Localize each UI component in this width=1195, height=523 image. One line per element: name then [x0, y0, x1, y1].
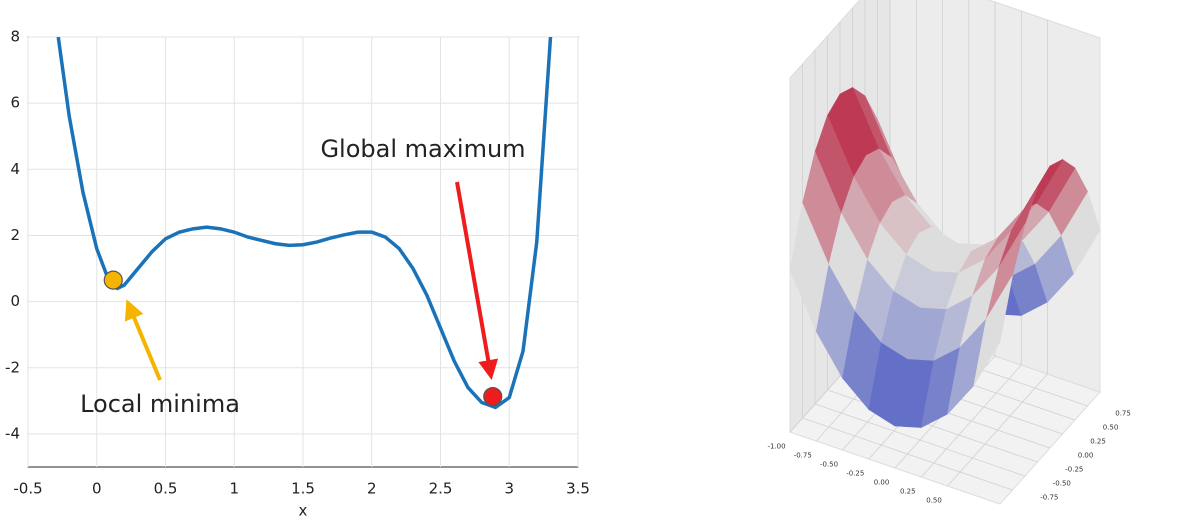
annotation-arrow: [124, 299, 162, 381]
surface-patch: [973, 275, 1013, 386]
x-tick-label: -0.50: [820, 460, 838, 468]
x-tick-label: 1: [229, 480, 239, 498]
curve: [56, 37, 553, 410]
x-tick-label: 3.5: [566, 480, 590, 498]
y-tick-label: -2: [5, 358, 20, 376]
annotation: Global maximum: [320, 135, 525, 163]
y-tick-label: -0.75: [1040, 493, 1058, 501]
y-tick-label: 0.75: [1115, 409, 1131, 417]
y-tick-label: 0: [10, 292, 20, 310]
y-tick-label: 2: [10, 226, 20, 244]
marker-point: [483, 386, 503, 407]
x-tick-label: 0.50: [926, 496, 942, 504]
grid-line: [802, 64, 1013, 491]
grid-line: [947, 20, 1048, 487]
x-tick-label: -0.75: [794, 451, 812, 459]
marker-point: [103, 270, 123, 290]
grid-line: [894, 2, 996, 469]
x-tick-label: -1.00: [767, 442, 785, 450]
x-tick-label: 0.25: [900, 487, 916, 495]
x-tick-label: -0.25: [846, 469, 864, 477]
x-tick-label: 2.5: [429, 480, 453, 498]
plot-area: [56, 37, 553, 410]
x-tick-label: 3: [504, 480, 514, 498]
y-tick-label: 0.25: [1090, 437, 1106, 445]
x-tick-label: 2: [367, 480, 377, 498]
y-tick-label: -0.25: [1065, 465, 1083, 473]
y-tick-label: -0.50: [1053, 479, 1071, 487]
x-tick-label: -0.5: [13, 480, 42, 498]
grid-line: [921, 11, 1022, 478]
y-tick-label: 0.00: [1078, 451, 1094, 459]
annotation: Local minima: [80, 390, 240, 418]
x-tick-label: 0.00: [874, 478, 890, 486]
annotation-arrow: [455, 181, 499, 380]
y-tick-label: 0.50: [1103, 423, 1119, 431]
y-tick-label: -4: [5, 424, 20, 442]
x-tick-label: 0: [92, 480, 102, 498]
y-tick-label: 6: [10, 94, 20, 112]
x-axis-label: x: [299, 502, 308, 520]
x-tick-label: 1.5: [291, 480, 315, 498]
y-tick-label: 8: [10, 28, 20, 46]
y-tick-label: 4: [10, 160, 20, 178]
x-tick-label: 0.5: [154, 480, 178, 498]
